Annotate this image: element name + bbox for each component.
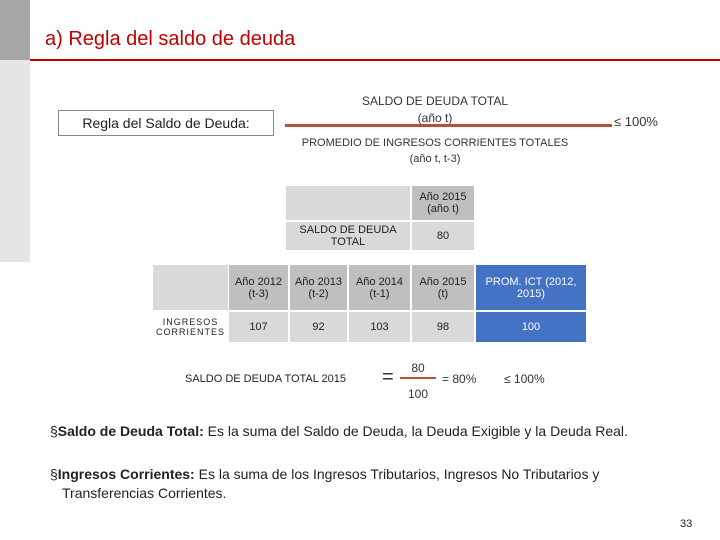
rule-label: Regla del Saldo de Deuda: [58,110,274,136]
denominator: 100 [407,387,429,401]
denominator: PROMEDIO DE INGRESOS CORRIENTES TOTALES [301,137,569,149]
numerator-sub: (año t) [417,111,453,125]
fraction-line [400,377,436,379]
bullet: §Ingresos Corrientes: Es la suma de los … [50,466,600,501]
term: Ingresos Corrientes: [57,466,195,482]
text: Es la suma de los Ingresos Tributarios, … [62,466,600,501]
header-cell: Año 2013 (t-2) [290,265,347,310]
limit: ≤ 100% [614,114,658,129]
cell: 103 [349,312,410,342]
header-cell: Año 2012 (t-3) [229,265,288,310]
header-cell: Año 2015 (t) [412,265,474,310]
numerator: SALDO DE DEUDA TOTAL [361,94,509,108]
numerator: 80 [411,361,425,375]
header-cell: Año 2014 (t-1) [349,265,410,310]
page-number: 33 [680,518,693,530]
denominator-sub: (año t, t-3) [409,153,461,165]
title: a) Regla del saldo de deuda [45,28,296,50]
title-rule [30,59,720,61]
cell: 80 [412,222,474,250]
cell [153,265,228,310]
result: = 80% [442,372,477,386]
fraction-line [285,124,612,127]
row-label: INGRESOS CORRIENTES [155,317,225,337]
cell: 107 [229,312,288,342]
cell [286,186,410,220]
header-cell: PROM. ICT (2012, 2015) [476,265,586,310]
term: Saldo de Deuda Total: [57,423,204,439]
text: Es la suma del Saldo de Deuda, la Deuda … [203,423,628,439]
limit: ≤ 100% [504,372,545,386]
cell: 100 [476,312,586,342]
cell: 92 [290,312,347,342]
row-label: SALDO DE DEUDA TOTAL [286,222,410,250]
bullet: §Saldo de Deuda Total: Es la suma del Sa… [50,423,628,439]
equals: = [382,366,394,388]
header-cell: Año 2015 (año t) [412,186,474,220]
cell: 98 [412,312,474,342]
side-bar [0,0,30,60]
side-bar [0,60,30,262]
formula-label: SALDO DE DEUDA TOTAL 2015 [185,373,346,385]
